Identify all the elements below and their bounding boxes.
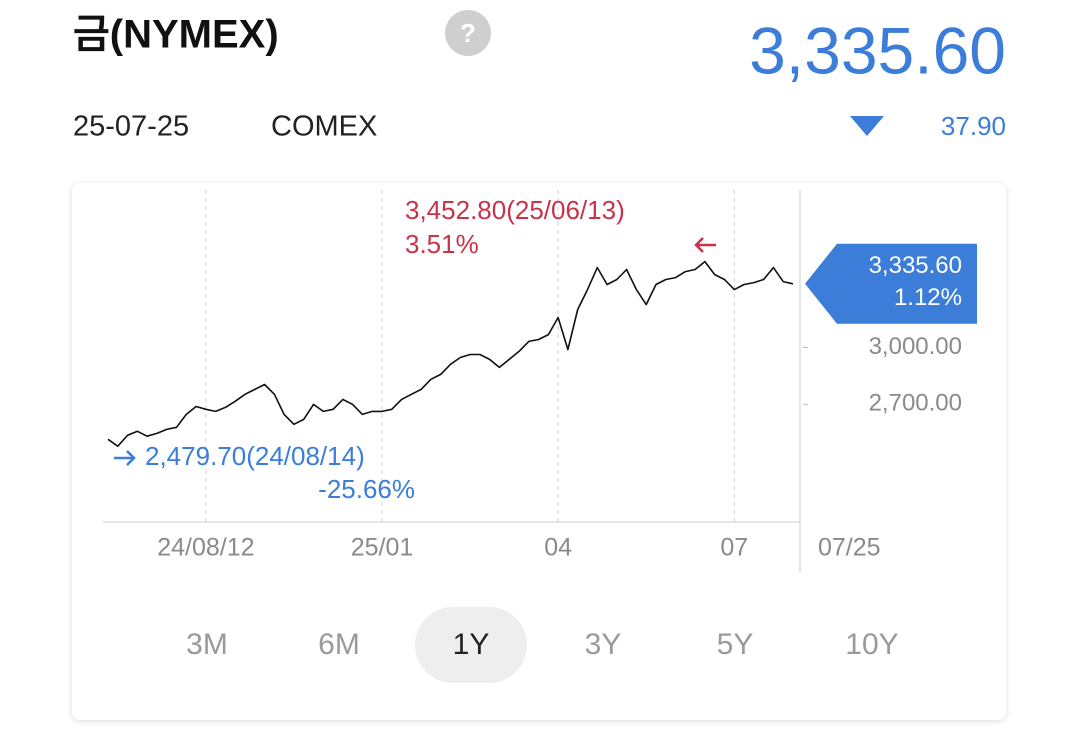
x-tick-label: 07/25 bbox=[818, 534, 881, 562]
change: 37.90 bbox=[941, 111, 1006, 141]
last-pct-label: 1.12% bbox=[894, 284, 962, 311]
date: 25-07-25 bbox=[73, 111, 189, 143]
period-tab[interactable]: 3M bbox=[186, 628, 228, 661]
title: 금(NYMEX) bbox=[73, 13, 279, 57]
period-tab[interactable]: 10Y bbox=[845, 628, 898, 661]
min-price-label: 2,479.70(24/08/14) bbox=[145, 441, 365, 471]
x-tick-label: 25/01 bbox=[351, 534, 414, 562]
period-tabs: 3M 6M 1Y 3Y 5Y 10Y bbox=[186, 607, 899, 683]
period-tab[interactable]: 5Y bbox=[717, 628, 754, 661]
x-tick-label: 24/08/12 bbox=[157, 534, 254, 562]
period-tab[interactable]: 1Y bbox=[453, 628, 490, 661]
x-tick-label: 07 bbox=[720, 534, 748, 562]
max-price-label: 3,452.80(25/06/13) bbox=[405, 195, 625, 225]
last-price-label: 3,335.60 bbox=[869, 252, 962, 279]
max-arrow bbox=[694, 237, 716, 253]
help-icon-text[interactable]: ? bbox=[460, 18, 476, 48]
period-tab[interactable]: 6M bbox=[318, 628, 360, 661]
price-line bbox=[107, 260, 794, 447]
min-pct-label: -25.66% bbox=[318, 474, 415, 504]
tab-selected-bg[interactable] bbox=[415, 607, 527, 683]
period-tab[interactable]: 3Y bbox=[585, 628, 622, 661]
chart: 24/08/12 25/01 04 07 07/25 2,700.00 3,000.00 3,… bbox=[103, 190, 977, 572]
x-tick-label: 04 bbox=[544, 534, 572, 562]
chart-card bbox=[72, 183, 1006, 720]
y-tick-label: 2,700.00 bbox=[869, 390, 962, 417]
down-arrow bbox=[850, 116, 884, 136]
min-arrow bbox=[114, 450, 136, 466]
help-icon[interactable] bbox=[445, 10, 491, 56]
max-pct-label: 3.51% bbox=[405, 229, 479, 259]
exchange: COMEX bbox=[271, 111, 377, 143]
price: 3,335.60 bbox=[749, 13, 1006, 87]
y-tick-label: 3,000.00 bbox=[869, 333, 962, 360]
last-price-badge bbox=[805, 243, 977, 324]
